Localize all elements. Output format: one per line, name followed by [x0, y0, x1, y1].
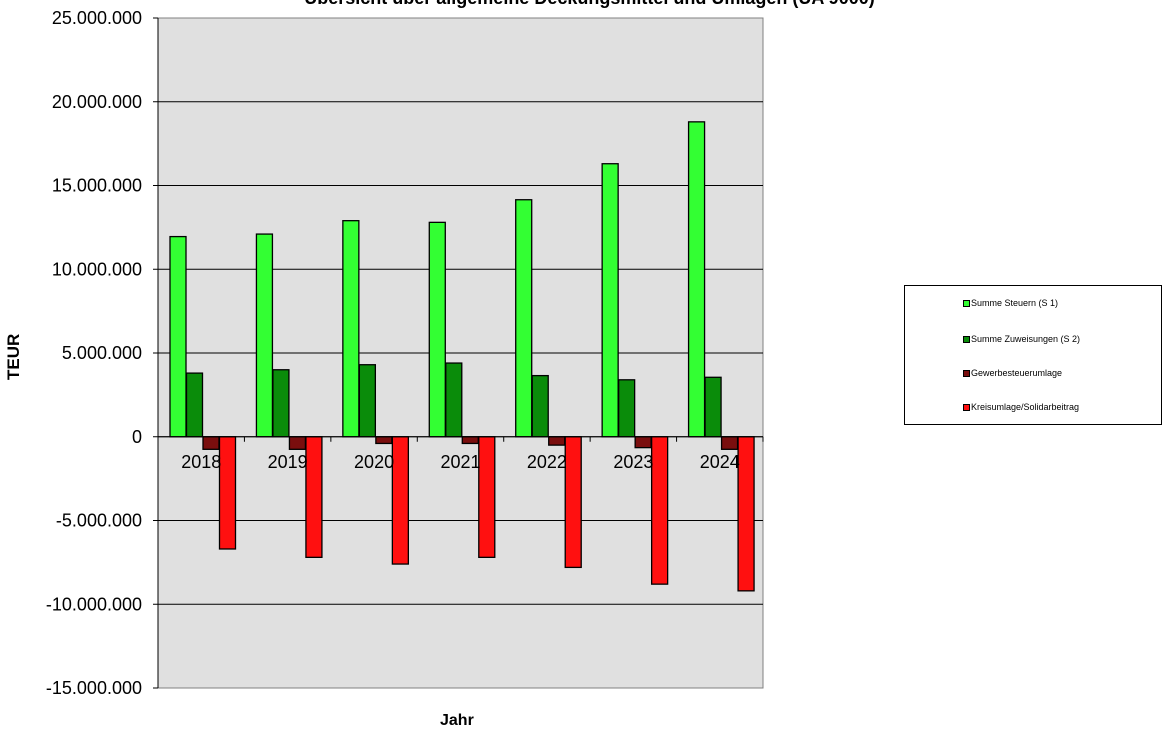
bar-2024-2	[720, 436, 739, 450]
bar-2021-0	[428, 221, 446, 438]
bar-2021-2	[461, 436, 479, 445]
x-tick-label: 2021	[440, 452, 480, 472]
bar-2019-3	[305, 436, 323, 558]
legend-item-kreisumlage: Kreisumlage/Solidarbeitrag	[963, 402, 1079, 412]
bar-2023-0	[601, 163, 619, 438]
bar-2020-3	[391, 436, 410, 565]
x-axis-ticks: 2018 2019 2020 2021 2022 2023 2024	[157, 436, 764, 472]
legend-label: Summe Zuweisungen (S 2)	[971, 334, 1081, 344]
y-tick-label: 20.000.000	[52, 92, 142, 112]
bar-2018-3	[218, 436, 237, 550]
legend-swatch	[963, 369, 970, 377]
legend-label: Summe Steuern (S 1)	[971, 298, 1059, 308]
x-tick-label: 2024	[700, 452, 740, 472]
bar-2019-2	[288, 436, 307, 450]
x-tick-label: 2022	[527, 452, 567, 472]
y-axis-ticks: 25.000.000 20.000.000 15.000.000 10.000.000…	[46, 8, 159, 698]
bar-2024-3	[737, 436, 755, 592]
legend-item-steuern: Summe Steuern (S 1)	[963, 298, 1058, 308]
bar-2018-0	[169, 235, 187, 438]
bar-2022-1	[531, 374, 549, 438]
legend-swatch	[963, 403, 970, 411]
bar-2019-0	[255, 233, 274, 438]
bar-2020-1	[358, 364, 377, 438]
y-tick-label: 10.000.000	[52, 259, 142, 279]
y-tick-label: 0	[132, 427, 142, 447]
chart-title: Übersicht über allgemeine Deckungsmittel…	[0, 0, 1163, 9]
x-tick-label: 2019	[268, 452, 308, 472]
y-tick-label: 25.000.000	[52, 8, 142, 28]
y-tick-label: -5.000.000	[56, 511, 142, 531]
bar-2019-1	[272, 369, 290, 438]
y-tick-label: 5.000.000	[62, 343, 142, 363]
bars	[169, 121, 755, 592]
legend-label: Kreisumlage/Solidarbeitrag	[971, 402, 1080, 412]
y-axis-label: TEUR	[4, 333, 23, 380]
bar-2022-0	[515, 199, 533, 438]
bar-2021-1	[445, 362, 463, 438]
x-tick-label: 2020	[354, 452, 394, 472]
bar-2020-0	[342, 220, 360, 438]
bar-2024-0	[687, 121, 706, 438]
x-tick-label: 2018	[181, 452, 221, 472]
x-tick-label: 2023	[613, 452, 653, 472]
bar-2021-3	[478, 436, 496, 558]
legend-label: Gewerbesteuerumlage	[971, 368, 1063, 378]
legend-item-zuweisungen: Summe Zuweisungen (S 2)	[963, 334, 1080, 344]
y-tick-label: 15.000.000	[52, 176, 142, 196]
legend-swatch	[963, 335, 970, 343]
bar-2022-3	[564, 436, 582, 569]
y-tick-label: -15.000.000	[46, 678, 142, 698]
bar-2023-3	[650, 436, 669, 585]
bar-2020-2	[375, 436, 393, 445]
bar-2024-1	[704, 376, 722, 438]
bar-2018-1	[185, 372, 204, 438]
x-axis-label: Jahr	[440, 712, 474, 729]
legend-item-gewerbesteuerumlage: Gewerbesteuerumlage	[963, 368, 1062, 378]
bar-2022-2	[548, 436, 566, 446]
legend-swatch	[963, 299, 970, 307]
bar-2018-2	[202, 436, 220, 450]
bar-2023-1	[617, 379, 636, 438]
bar-2023-2	[634, 436, 652, 449]
y-tick-label: -10.000.000	[46, 594, 142, 614]
legend: Summe Steuern (S 1) Summe Zuweisungen (S…	[904, 285, 1162, 425]
